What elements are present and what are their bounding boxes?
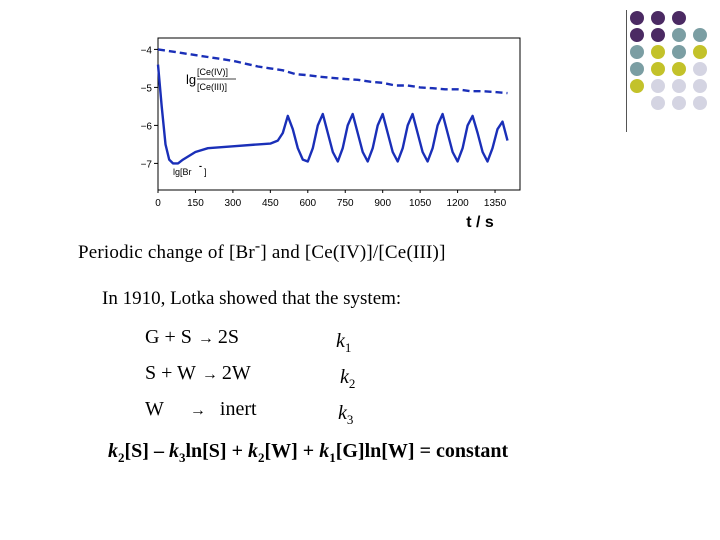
decorative-dot [630, 28, 644, 42]
rate-constant-2: k2 [340, 366, 356, 391]
x-tick-label: 300 [225, 198, 242, 209]
reaction-2: S + W → 2W [145, 362, 251, 385]
decorative-dot [630, 11, 644, 25]
x-axis-label: t / s [466, 214, 494, 230]
decorative-dot [672, 79, 686, 93]
x-tick-label: 750 [337, 198, 354, 209]
decorative-dot [651, 11, 665, 25]
bromide-label-end: ] [204, 167, 207, 177]
x-tick-label: 600 [299, 198, 316, 209]
ce-ratio-label-prefix: lg [186, 72, 196, 87]
decorative-divider [626, 10, 627, 132]
ce-ratio-series-line [157, 48, 508, 95]
decorative-dot [630, 79, 644, 93]
decorative-dot [693, 96, 707, 110]
decorative-dot [651, 45, 665, 59]
x-tick-label: 1350 [484, 198, 507, 209]
x-tick-label: 450 [262, 198, 279, 209]
rate-constant-1: k1 [336, 330, 352, 355]
decorative-dot-grid [630, 11, 707, 110]
chart-axes: −4 −5 −6 −7 0 150 300 450 600 750 900 1050 1200 1350 t… [141, 37, 521, 230]
reaction-arrow-icon: → [201, 366, 218, 383]
reaction-arrow-icon: → [189, 402, 206, 419]
ce-ratio-label-numerator: [Ce(IV)] [197, 67, 228, 77]
decorative-dot [630, 62, 644, 76]
reaction-arrow-icon: → [197, 330, 214, 347]
bromide-series-line [156, 64, 509, 165]
chart-caption: Periodic change of [Br-] and [Ce(IV)]/[C… [78, 237, 446, 263]
reaction-1: G + S → 2S [145, 326, 239, 349]
x-tick-label: 1200 [446, 198, 469, 209]
x-tick-label: 150 [187, 198, 204, 209]
decorative-dot [651, 79, 665, 93]
reaction-lhs: S + W [145, 362, 196, 384]
x-tick-label: 900 [374, 198, 391, 209]
decorative-dot [672, 45, 686, 59]
decorative-dot [672, 11, 686, 25]
reaction-rhs: 2W [221, 362, 251, 384]
decorative-dot [693, 62, 707, 76]
decorative-dot [651, 96, 665, 110]
reaction-3: W → inert [145, 398, 257, 421]
ce-ratio-label-denominator: [Ce(III)] [197, 82, 227, 92]
decorative-dot [630, 45, 644, 59]
y-tick-label: −7 [141, 159, 153, 170]
y-tick-label: −6 [141, 121, 153, 132]
decorative-dot [672, 62, 686, 76]
decorative-dot [651, 28, 665, 42]
reaction-lhs: W [145, 398, 164, 420]
y-tick-label: −5 [141, 83, 153, 94]
decorative-dot [651, 62, 665, 76]
decorative-dot [672, 28, 686, 42]
chart-series [156, 48, 509, 165]
x-tick-label: 0 [155, 198, 161, 209]
bromide-label-superscript: - [199, 161, 202, 171]
y-tick-label: −4 [141, 45, 153, 56]
chart-labels: lg [Ce(IV)] [Ce(III)] lg[Br-] [173, 67, 236, 177]
oscillation-chart: −4 −5 −6 −7 0 150 300 450 600 750 900 1050 1200 1350 t… [141, 37, 521, 230]
intro-text: In 1910, Lotka showed that the system: [102, 288, 402, 309]
decorative-dot [693, 45, 707, 59]
rate-constant-3: k3 [338, 402, 354, 427]
plot-frame [157, 37, 521, 191]
conserved-quantity-equation: k2[S] – k3ln[S] + k2[W] + k1[G]ln[W] = c… [108, 440, 509, 465]
bromide-series-label: lg[Br [173, 167, 192, 177]
decorative-dot [672, 96, 686, 110]
decorative-dot [693, 79, 707, 93]
reaction-rhs: inert [219, 398, 257, 420]
reaction-rhs: 2S [217, 326, 239, 348]
x-tick-label: 1050 [409, 198, 432, 209]
decorative-dot [693, 28, 707, 42]
reaction-lhs: G + S [145, 326, 192, 348]
